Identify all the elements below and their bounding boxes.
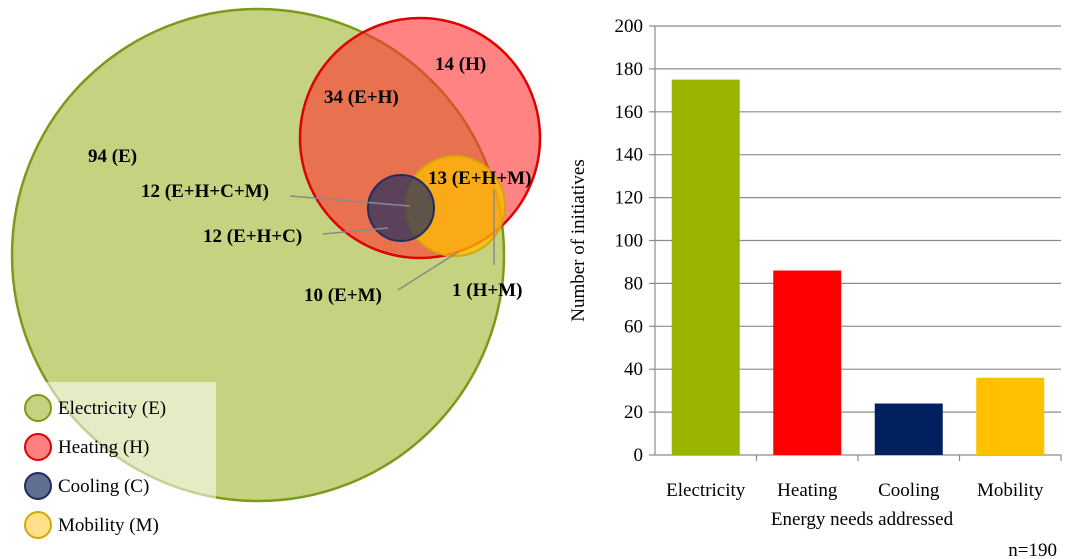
x-tick-label: Mobility	[977, 480, 1044, 501]
x-tick-label: Heating	[777, 480, 838, 501]
y-tick-label: 140	[615, 145, 644, 166]
leader-line	[397, 251, 459, 291]
legend-mobility-label: Mobility (M)	[58, 515, 159, 536]
legend-electricity-swatch	[24, 394, 52, 422]
region-label-ehcm: 12 (E+H+C+M)	[141, 181, 269, 202]
bar-chart: 0 20 40 60 80 100 120 140 160 180 200 Electricity He…	[568, 16, 1062, 559]
y-tick-label: 80	[624, 273, 643, 294]
y-tick-label: 20	[624, 402, 643, 423]
y-axis-title: Number of initiatives	[568, 159, 589, 322]
venn-legend: Electricity (E) Heating (H) Cooling (C) …	[14, 382, 216, 539]
legend-electricity-label: Electricity (E)	[58, 398, 166, 419]
leader-line	[322, 227, 389, 235]
y-tick-label: 40	[624, 359, 643, 380]
region-label-hm: 1 (H+M)	[452, 280, 522, 301]
y-tick-label: 180	[615, 59, 644, 80]
bar-electricity	[671, 79, 740, 455]
y-tick-label: 120	[615, 188, 644, 209]
x-axis-title: Energy needs addressed	[771, 509, 954, 530]
y-tick-label: 0	[634, 445, 644, 466]
legend-heating-label: Heating (H)	[58, 437, 149, 458]
x-tick-label: Electricity	[666, 480, 746, 501]
bar-heating	[773, 270, 842, 455]
leader-line	[289, 195, 411, 207]
region-label-e: 94 (E)	[88, 146, 137, 167]
legend-cooling-label: Cooling (C)	[58, 476, 149, 497]
y-tick-label: 60	[624, 316, 643, 337]
bar-cooling	[874, 403, 943, 455]
region-label-eh: 34 (E+H)	[324, 87, 399, 108]
region-label-h: 14 (H)	[435, 54, 486, 75]
region-label-em: 10 (E+M)	[304, 285, 382, 306]
region-label-ehc: 12 (E+H+C)	[203, 226, 302, 247]
y-tick-label: 160	[615, 102, 644, 123]
legend-mobility-swatch	[24, 511, 52, 539]
legend-heating-swatch	[24, 433, 52, 461]
venn-diagram: 94 (E) 14 (H) 34 (E+H) 13 (E+H+M) 12 (E+…	[10, 7, 542, 503]
y-tick-label: 100	[615, 231, 644, 252]
sample-size-note: n=190	[1008, 540, 1057, 559]
legend-cooling-swatch	[24, 472, 52, 500]
venn-cooling-circle	[367, 174, 435, 242]
x-tick-label: Cooling	[878, 480, 940, 501]
region-label-ehm: 13 (E+H+M)	[428, 168, 531, 189]
bar-mobility	[976, 377, 1045, 455]
y-tick-label: 200	[615, 16, 644, 37]
